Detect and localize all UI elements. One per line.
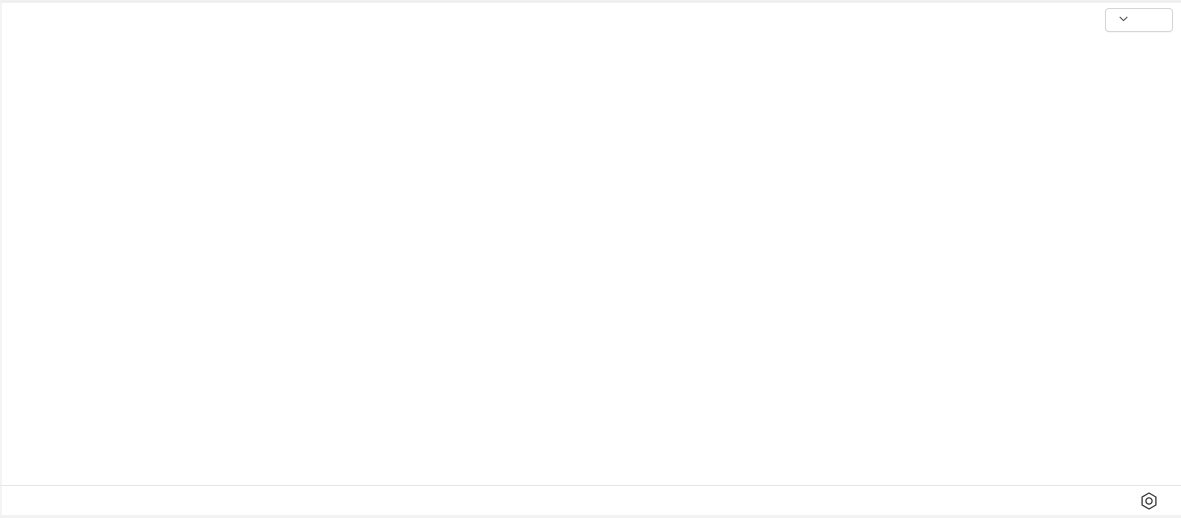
- left-border: [0, 3, 2, 515]
- stochastic-svg: [0, 409, 1124, 485]
- currency-selector[interactable]: [1105, 8, 1173, 32]
- price-axis[interactable]: [1124, 3, 1181, 485]
- price-chart-svg: [0, 30, 1124, 305]
- time-axis-separator: [0, 485, 1181, 486]
- bottom-border: [0, 515, 1181, 518]
- price-chart-pane[interactable]: [0, 30, 1124, 305]
- chevron-down-icon: [1119, 15, 1128, 24]
- gear-icon[interactable]: [1138, 490, 1160, 512]
- volume-pane[interactable]: [0, 305, 1124, 408]
- time-axis[interactable]: [0, 485, 1124, 515]
- stochastic-oscillator-pane[interactable]: [0, 409, 1124, 485]
- top-border: [0, 0, 1181, 3]
- volume-histogram-svg: [0, 305, 1124, 408]
